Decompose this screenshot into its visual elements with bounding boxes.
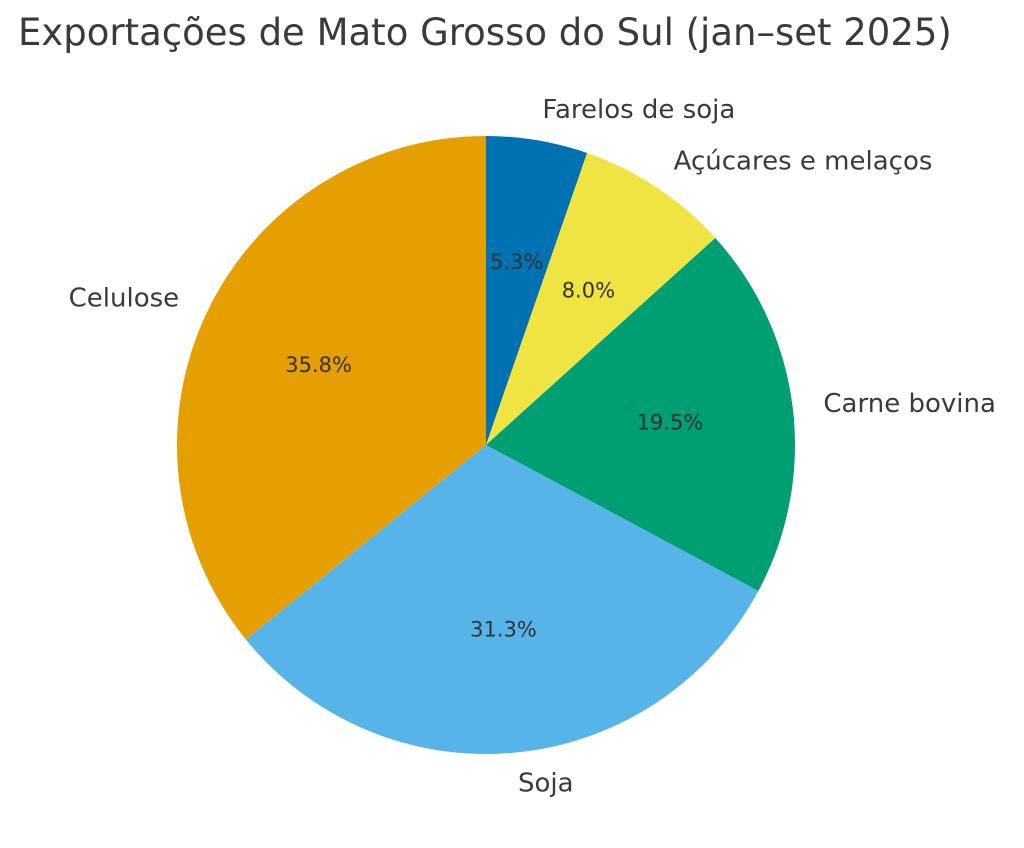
category-label-acucares-e-melacos: Açúcares e melaços [674,147,933,177]
pct-label-farelos-de-soja: 5.3% [490,250,543,274]
pct-label-soja: 31.3% [470,618,537,642]
percentage-labels: 5.3% 8.0% 19.5% 31.3% 35.8% [285,250,703,641]
pct-label-carne-bovina: 19.5% [637,411,704,435]
category-labels: Farelos de soja Açúcares e melaços Carne b… [69,95,996,799]
pie-slice-celulose [176,136,486,640]
category-label-soja: Soja [518,768,574,798]
category-label-celulose: Celulose [69,284,180,314]
category-label-farelos-de-soja: Farelos de soja [542,95,735,125]
pie-slice-farelos-de-soja [486,136,588,445]
pie-slices [176,136,796,755]
category-label-carne-bovina: Carne bovina [823,389,996,419]
pct-label-acucares-e-melacos: 8.0% [562,278,615,302]
pie-slice-soja [245,445,759,755]
pie-slice-carne-bovina [486,237,796,592]
pct-label-celulose: 35.8% [285,353,352,377]
chart-title: Exportações de Mato Grosso do Sul (jan–s… [18,11,952,54]
pie-slice-acucares-e-melacos [486,153,716,445]
